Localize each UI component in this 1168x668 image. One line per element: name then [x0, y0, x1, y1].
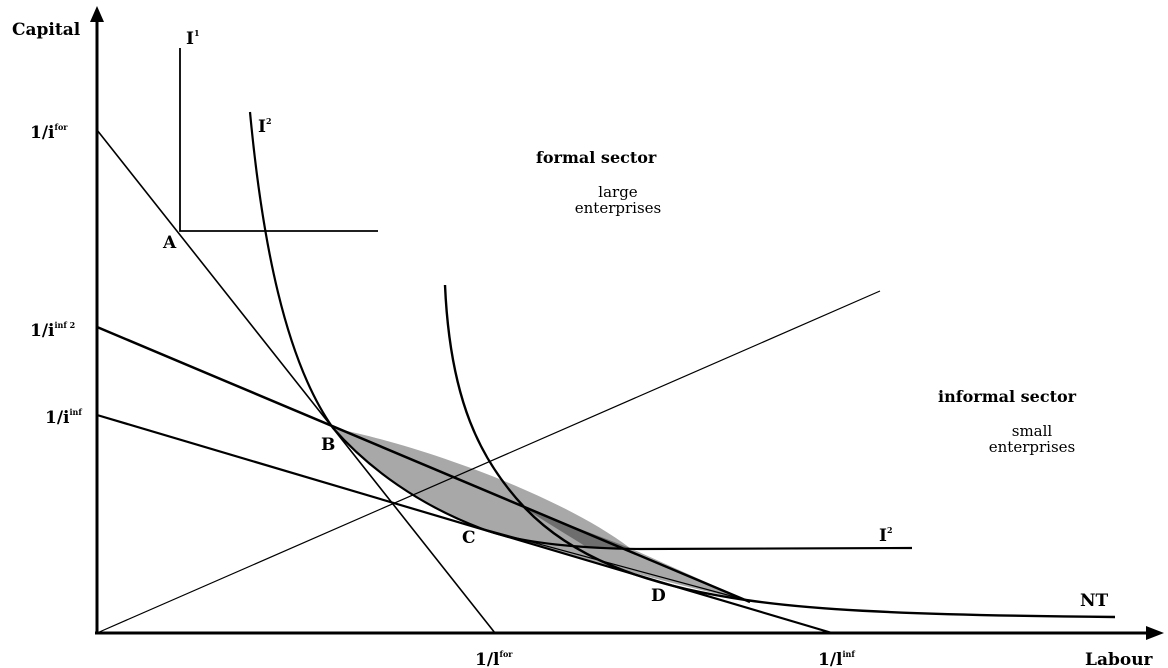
y-tick-sup: for	[55, 122, 69, 132]
point-label-a: A	[162, 233, 177, 253]
budget-line-informal-2	[96, 325, 751, 604]
curve-label-i2-top: I2	[258, 116, 272, 137]
x-tick-label-inf: 1/linf	[818, 649, 855, 668]
y-tick-sup: inf 2	[55, 320, 76, 330]
y-tick-base: 1/i	[45, 408, 70, 428]
formal-sector-line2: enterprises	[575, 199, 661, 217]
y-axis-label: Capital	[12, 20, 81, 40]
x-tick-sup: inf	[843, 649, 856, 659]
formal-sector-title: formal sector	[536, 148, 657, 167]
ray-line	[96, 290, 881, 634]
x-tick-sup: for	[500, 649, 514, 659]
informal-sector-line2: enterprises	[989, 438, 1075, 456]
y-tick-sup: inf	[70, 407, 83, 417]
isoquant-i1	[179, 48, 378, 232]
budget-line-formal	[96, 129, 496, 634]
x-axis-label: Labour	[1085, 650, 1154, 668]
x-tick-base: 1/l	[475, 650, 500, 668]
curve-label-i1: I1	[186, 28, 200, 49]
y-tick-base: 1/i	[30, 321, 55, 341]
curve-label-sup: 1	[194, 28, 200, 38]
y-tick-label-inf: 1/iinf	[45, 407, 82, 428]
curve-label-sup: 2	[266, 116, 272, 126]
budget-line-informal	[96, 413, 833, 635]
y-tick-label-for: 1/ifor	[30, 122, 68, 143]
informal-sector-line1: small	[1012, 422, 1053, 440]
isoquant-i2	[248, 111, 913, 551]
point-label-d: D	[651, 586, 666, 606]
y-tick-base: 1/i	[30, 123, 55, 143]
curve-label-sup: 2	[887, 525, 893, 535]
y-tick-label-inf2: 1/iinf 2	[30, 320, 75, 341]
informal-sector-title: informal sector	[938, 387, 1077, 406]
curve-label-base: I	[258, 117, 266, 137]
curve-label-base: I	[879, 526, 887, 546]
x-tick-base: 1/l	[818, 650, 843, 668]
formal-sector-line1: large	[598, 183, 638, 201]
curve-label-base: I	[186, 29, 194, 49]
x-axis-arrow-icon	[1146, 626, 1164, 640]
curve-nt	[443, 284, 1116, 619]
curve-label-i2-right: I2	[879, 525, 893, 546]
curve-label-nt: NT	[1080, 591, 1109, 611]
point-label-c: C	[462, 528, 476, 548]
point-label-b: B	[321, 435, 335, 455]
x-tick-label-for: 1/lfor	[475, 649, 513, 668]
y-axis-arrow-icon	[90, 6, 104, 22]
